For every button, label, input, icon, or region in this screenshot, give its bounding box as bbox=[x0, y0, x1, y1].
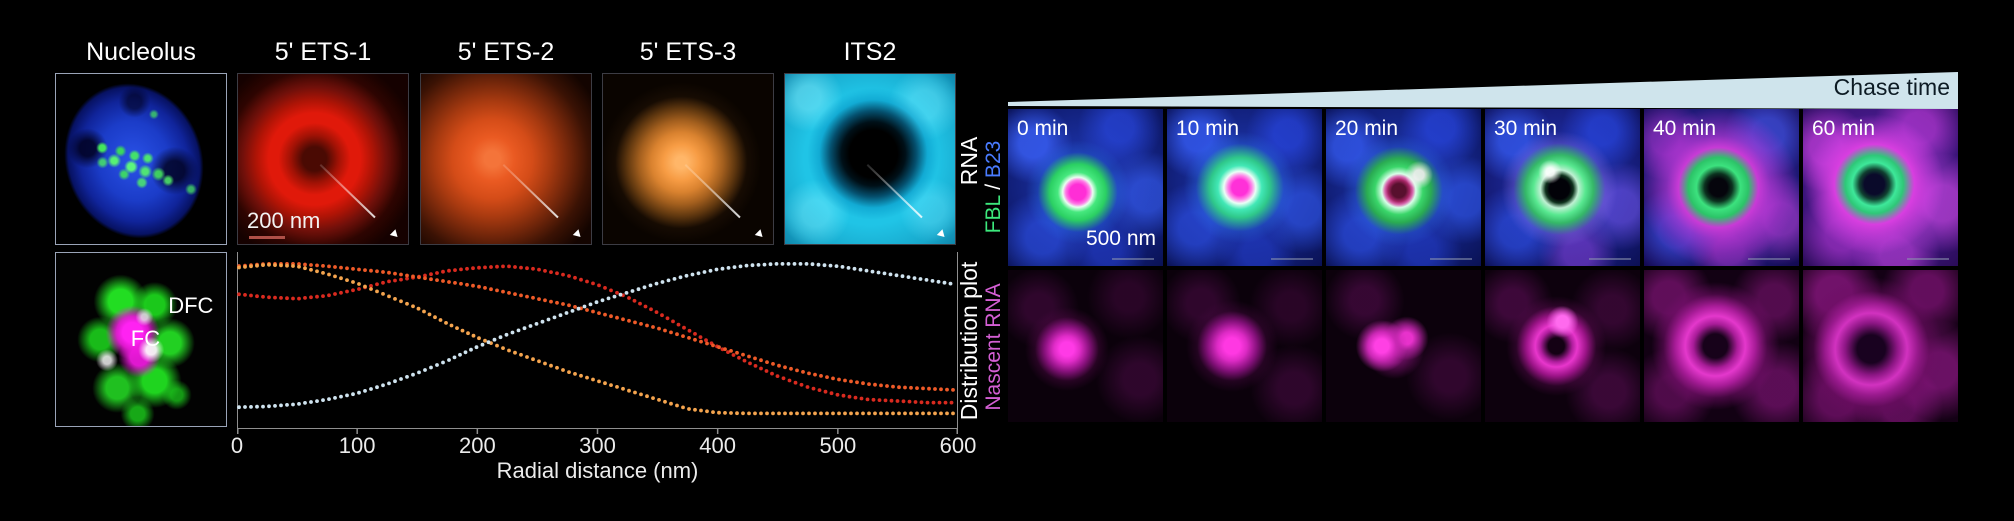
b23-text: B23 bbox=[982, 140, 1005, 179]
scale-bar bbox=[249, 236, 285, 239]
roi-arrow-line bbox=[320, 164, 376, 218]
chase-image-fbl-10min: 10 min bbox=[1167, 109, 1322, 266]
time-label: 20 min bbox=[1335, 117, 1399, 140]
chase-image-rna-0min bbox=[1008, 270, 1163, 422]
roi-arrow-icon bbox=[572, 229, 587, 243]
roi-arrow-line bbox=[867, 164, 923, 218]
fbl-text: FBL bbox=[982, 195, 1005, 234]
its2-image bbox=[784, 73, 956, 245]
chase-time-label: Chase time bbox=[1833, 74, 1950, 100]
nascent-rna-label: Nascent RNA bbox=[982, 283, 1005, 411]
x-tick-label: 400 bbox=[699, 433, 737, 458]
roi-arrow-line bbox=[503, 164, 559, 218]
roi-arrow-icon bbox=[754, 229, 769, 243]
time-label: 10 min bbox=[1176, 117, 1240, 140]
scale-bar-label: 500 nm bbox=[1085, 227, 1156, 250]
row-label-rna: RNA bbox=[956, 136, 982, 186]
x-tick-label: 100 bbox=[338, 433, 376, 458]
scale-bar bbox=[1748, 258, 1790, 260]
chase-image-fbl-40min: 40 min bbox=[1644, 109, 1799, 266]
chase-image-fbl-30min: 30 min bbox=[1485, 109, 1640, 266]
nucleolus-image bbox=[55, 73, 227, 245]
time-label: 0 min bbox=[1017, 117, 1069, 140]
column-label-ets1: 5' ETS-1 bbox=[274, 38, 372, 66]
chase-image-rna-10min bbox=[1167, 270, 1322, 422]
fc-label: FC bbox=[130, 325, 161, 351]
dfc-fc-image: DFC FC bbox=[55, 252, 227, 427]
time-label: 40 min bbox=[1653, 117, 1717, 140]
column-label-its2: ITS2 bbox=[843, 38, 897, 66]
column-label-nucleolus: Nucleolus bbox=[86, 38, 196, 66]
ets3-image bbox=[602, 73, 774, 245]
roi-arrow-icon bbox=[936, 229, 951, 243]
scale-bar bbox=[1112, 258, 1154, 260]
column-label-ets3: 5' ETS-3 bbox=[639, 38, 737, 66]
x-tick-label: 600 bbox=[939, 433, 977, 458]
ets2-image bbox=[420, 73, 592, 245]
x-tick-label: 0 bbox=[230, 433, 244, 458]
distribution-plot bbox=[237, 252, 958, 434]
chase-image-fbl-0min: 0 min 500 nm bbox=[1008, 109, 1163, 266]
scale-bar bbox=[1271, 258, 1313, 260]
chase-time-wedge bbox=[1008, 72, 1958, 109]
y-axis-label: Distribution plot bbox=[956, 261, 982, 421]
x-tick-label: 200 bbox=[458, 433, 496, 458]
roi-arrow-icon bbox=[389, 229, 404, 243]
roi-arrow-line bbox=[685, 164, 741, 218]
scale-bar bbox=[1430, 258, 1472, 260]
separator-text: / bbox=[982, 178, 1005, 196]
dfc-label: DFC bbox=[168, 292, 214, 318]
chase-image-rna-30min bbox=[1485, 270, 1640, 422]
time-label: 30 min bbox=[1494, 117, 1558, 140]
chase-image-rna-40min bbox=[1644, 270, 1799, 422]
x-axis-tick-labels: 0 100 200 300 400 500 600 bbox=[231, 433, 976, 459]
nucleus-body bbox=[56, 74, 226, 244]
chase-image-rna-20min bbox=[1326, 270, 1481, 422]
x-tick-label: 500 bbox=[819, 433, 857, 458]
scale-bar bbox=[1589, 258, 1631, 260]
chase-image-fbl-20min: 20 min bbox=[1326, 109, 1481, 266]
x-axis-title: Radial distance (nm) bbox=[496, 458, 699, 483]
ets1-image: 200 nm bbox=[237, 73, 409, 245]
chase-image-fbl-60min: 60 min bbox=[1803, 109, 1958, 266]
x-tick-label: 300 bbox=[579, 433, 616, 458]
scale-bar-label: 200 nm bbox=[247, 208, 321, 233]
time-label: 60 min bbox=[1812, 117, 1876, 140]
scale-bar bbox=[1907, 258, 1949, 260]
chase-image-rna-60min bbox=[1803, 270, 1958, 422]
column-label-ets2: 5' ETS-2 bbox=[457, 38, 555, 66]
